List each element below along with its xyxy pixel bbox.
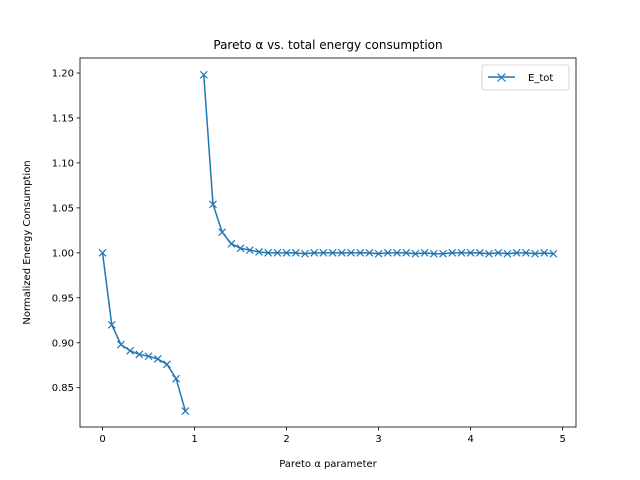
data-point-marker — [393, 248, 401, 257]
series-line-segment — [101, 252, 187, 412]
data-point-marker — [107, 320, 116, 329]
y-tick-label: 1.00 — [52, 248, 74, 259]
data-point-marker — [420, 248, 429, 257]
data-point-marker — [181, 407, 190, 416]
data-point-marker — [227, 239, 236, 248]
plot-area — [79, 57, 577, 428]
data-point-marker — [337, 248, 346, 257]
y-axis-label: Normalized Energy Consumption — [22, 160, 33, 324]
data-point-marker — [144, 352, 153, 361]
data-point-marker — [310, 248, 319, 257]
data-point-marker — [365, 248, 374, 257]
data-point-marker — [402, 248, 411, 257]
data-point-marker — [540, 248, 549, 257]
data-point-marker — [153, 355, 162, 363]
data-point-marker — [466, 248, 475, 257]
data-point-marker — [448, 248, 457, 257]
data-point-marker — [475, 248, 484, 257]
data-point-marker — [531, 249, 539, 258]
x-axis-label: Pareto α parameter — [279, 459, 377, 470]
x-tick-label: 4 — [467, 434, 473, 445]
data-point-marker — [512, 248, 521, 257]
y-tick-label: 1.15 — [52, 113, 74, 124]
data-point-marker — [255, 248, 263, 256]
data-point-marker — [429, 249, 438, 258]
data-point-marker — [126, 346, 135, 355]
x-tick-label: 5 — [559, 434, 565, 445]
axes-frame — [79, 57, 577, 428]
y-tick-label: 0.85 — [52, 383, 74, 394]
legend-box — [481, 64, 570, 91]
data-point-marker — [494, 248, 503, 257]
data-point-marker — [172, 374, 181, 383]
data-point-marker — [549, 249, 558, 258]
data-point-marker — [282, 248, 291, 257]
y-axis: 0.85 0.90 0.95 1.00 1.05 1.10 1.15 1.20 — [52, 69, 80, 394]
y-tick-label: 0.95 — [52, 293, 74, 304]
data-point-marker — [245, 246, 254, 255]
data-point-marker — [485, 249, 493, 258]
data-point-marker — [199, 70, 208, 79]
data-point-marker — [374, 249, 383, 258]
data-point-marker — [356, 248, 365, 257]
data-point-marker — [457, 248, 466, 257]
x-tick-label: 1 — [191, 434, 197, 445]
data-point-marker — [135, 350, 144, 359]
y-tick-label: 0.90 — [52, 338, 74, 349]
y-tick-label: 1.20 — [52, 69, 74, 80]
data-point-marker — [98, 248, 107, 257]
data-point-marker — [319, 248, 328, 257]
x-axis: 0 1 2 3 4 5 — [99, 427, 566, 445]
data-point-marker — [291, 248, 300, 257]
data-point-marker — [273, 248, 282, 257]
data-point-marker — [117, 340, 125, 349]
legend-marker-x-icon — [497, 73, 506, 82]
data-point-marker — [218, 228, 227, 237]
x-tick-label: 0 — [99, 434, 105, 445]
x-tick-label: 3 — [375, 434, 381, 445]
x-tick-label: 2 — [283, 434, 289, 445]
series-layer — [98, 70, 558, 416]
data-point-marker — [301, 249, 309, 258]
legend-label-e-tot: E_tot — [528, 73, 553, 84]
chart-title: Pareto α vs. total energy consumption — [213, 38, 442, 52]
y-tick-label: 1.10 — [52, 158, 74, 169]
legend: E_tot — [481, 64, 570, 91]
data-point-marker — [383, 248, 392, 257]
y-tick-label: 1.05 — [52, 203, 74, 214]
data-point-marker — [521, 248, 530, 257]
data-point-marker — [163, 360, 171, 369]
data-point-marker — [236, 244, 245, 253]
data-point-marker — [347, 248, 355, 257]
data-point-marker — [439, 249, 447, 258]
data-point-marker — [411, 249, 420, 258]
data-point-marker — [503, 249, 512, 258]
data-point-marker — [264, 248, 273, 257]
data-point-marker — [209, 200, 217, 209]
data-point-marker — [328, 248, 337, 257]
